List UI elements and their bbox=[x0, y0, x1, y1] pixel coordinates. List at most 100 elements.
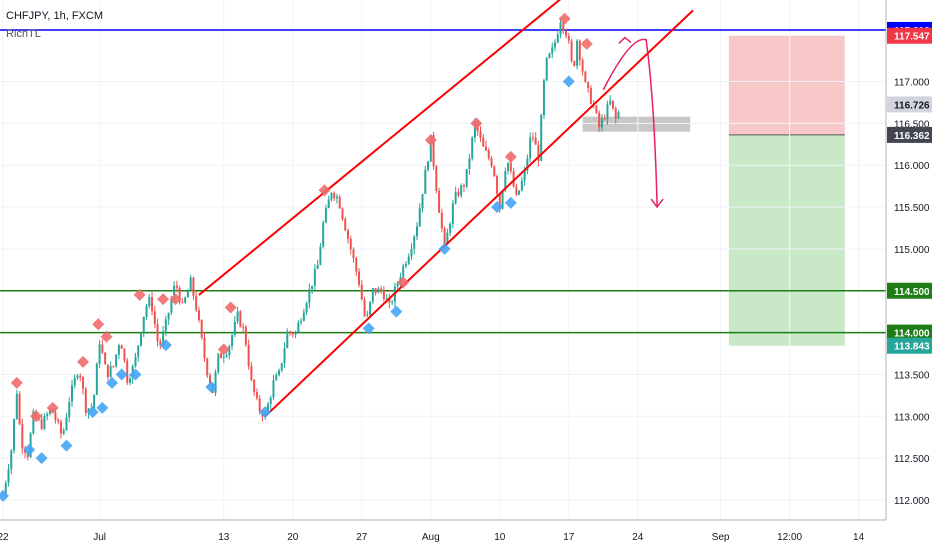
candle-body bbox=[10, 450, 13, 470]
candle-body bbox=[159, 341, 162, 346]
candle-body bbox=[498, 193, 501, 209]
price-tick-label: 115.500 bbox=[894, 203, 930, 214]
candle-body bbox=[13, 418, 16, 451]
bullish-marker bbox=[23, 443, 36, 456]
candle-body bbox=[101, 344, 104, 353]
candle-body bbox=[460, 185, 463, 196]
candle-body bbox=[311, 285, 314, 290]
candle-body bbox=[416, 226, 418, 237]
candle-body bbox=[57, 419, 60, 422]
bullish-marker bbox=[0, 489, 9, 502]
candle-body bbox=[369, 301, 372, 315]
bearish-marker bbox=[157, 293, 170, 306]
candle-body bbox=[297, 322, 300, 332]
candle-body bbox=[151, 297, 154, 312]
candle-body bbox=[319, 246, 322, 265]
candle-body bbox=[170, 299, 173, 313]
candle-body bbox=[581, 59, 584, 72]
candle-body bbox=[250, 366, 253, 380]
candle-body bbox=[614, 108, 617, 119]
candle-body bbox=[587, 81, 590, 88]
candle-body bbox=[360, 284, 363, 300]
candle-body bbox=[335, 196, 338, 199]
candle-body bbox=[490, 158, 493, 167]
candle-body bbox=[327, 199, 330, 209]
candle-body bbox=[578, 40, 581, 60]
candle-body bbox=[258, 398, 261, 412]
candle-body bbox=[21, 424, 24, 449]
candle-body bbox=[178, 287, 181, 302]
candle-body bbox=[576, 40, 579, 66]
price-tag-label: 117.547 bbox=[894, 32, 930, 43]
candle-body bbox=[192, 277, 195, 297]
candle-body bbox=[231, 335, 234, 347]
candle-body bbox=[15, 393, 18, 419]
time-axis: 22 Jul 13 20 27 Aug 10 17 24 Sep 12:00 14 bbox=[0, 532, 865, 543]
bearish-marker bbox=[424, 134, 437, 147]
price-tag bbox=[887, 337, 932, 354]
candle-body bbox=[429, 135, 432, 162]
candle-body bbox=[200, 320, 203, 338]
candle-body bbox=[115, 354, 118, 367]
candle-body bbox=[545, 57, 548, 81]
candle-body bbox=[300, 320, 303, 323]
candle-body bbox=[609, 100, 612, 105]
candle-body bbox=[18, 393, 21, 425]
candle-body bbox=[363, 299, 366, 316]
candle-body bbox=[355, 258, 358, 272]
candle-body bbox=[443, 228, 446, 245]
price-tick-label: 115.000 bbox=[894, 245, 930, 256]
price-tag-label: 114.000 bbox=[894, 329, 930, 340]
candle-body bbox=[214, 372, 217, 393]
bullish-marker bbox=[106, 376, 119, 389]
candle-body bbox=[358, 271, 361, 285]
time-tick-label: Jul bbox=[93, 532, 106, 543]
candle-body bbox=[570, 40, 573, 62]
candle-body bbox=[275, 374, 278, 381]
bullish-marker bbox=[504, 196, 517, 209]
candle-body bbox=[239, 311, 242, 327]
candle-body bbox=[128, 378, 131, 383]
time-tick-label: 27 bbox=[356, 532, 368, 543]
candle-body bbox=[220, 353, 223, 359]
candle-body bbox=[253, 379, 256, 393]
candles bbox=[2, 17, 620, 499]
candle-body bbox=[537, 144, 540, 161]
candle-body bbox=[233, 321, 236, 336]
price-tag-label: 116.726 bbox=[894, 100, 930, 111]
price-tags: 117.616117.547116.726116.362114.500114.0… bbox=[887, 21, 932, 354]
bearish-marker bbox=[580, 37, 593, 50]
candle-body bbox=[173, 285, 176, 300]
candle-body bbox=[352, 249, 355, 259]
candle-body bbox=[71, 385, 73, 402]
candle-body bbox=[551, 47, 554, 54]
candle-body bbox=[137, 345, 140, 357]
time-tick-label: 24 bbox=[632, 532, 644, 543]
candle-body bbox=[584, 71, 587, 82]
candle-body bbox=[611, 100, 614, 109]
candle-body bbox=[278, 370, 280, 375]
candle-body bbox=[145, 306, 148, 317]
candle-body bbox=[404, 263, 407, 266]
candle-body bbox=[504, 170, 507, 191]
bearish-marker bbox=[318, 184, 331, 197]
candle-body bbox=[454, 191, 457, 204]
candle-body bbox=[225, 355, 228, 357]
channel-lines bbox=[198, 0, 694, 418]
candle-body bbox=[523, 170, 526, 181]
candle-body bbox=[418, 208, 421, 227]
candle-body bbox=[43, 416, 46, 429]
candle-body bbox=[324, 208, 327, 223]
horizontal-levels bbox=[0, 29, 886, 334]
candle-body bbox=[79, 375, 82, 378]
candle-body bbox=[526, 158, 529, 171]
candle-body bbox=[7, 469, 10, 484]
candle-body bbox=[316, 264, 319, 270]
candle-body bbox=[109, 366, 112, 377]
candle-body bbox=[600, 118, 603, 128]
price-tag-label: 113.843 bbox=[894, 342, 930, 353]
pattern-markers bbox=[0, 12, 593, 502]
bearish-marker bbox=[133, 288, 146, 301]
candle-body bbox=[606, 104, 609, 120]
